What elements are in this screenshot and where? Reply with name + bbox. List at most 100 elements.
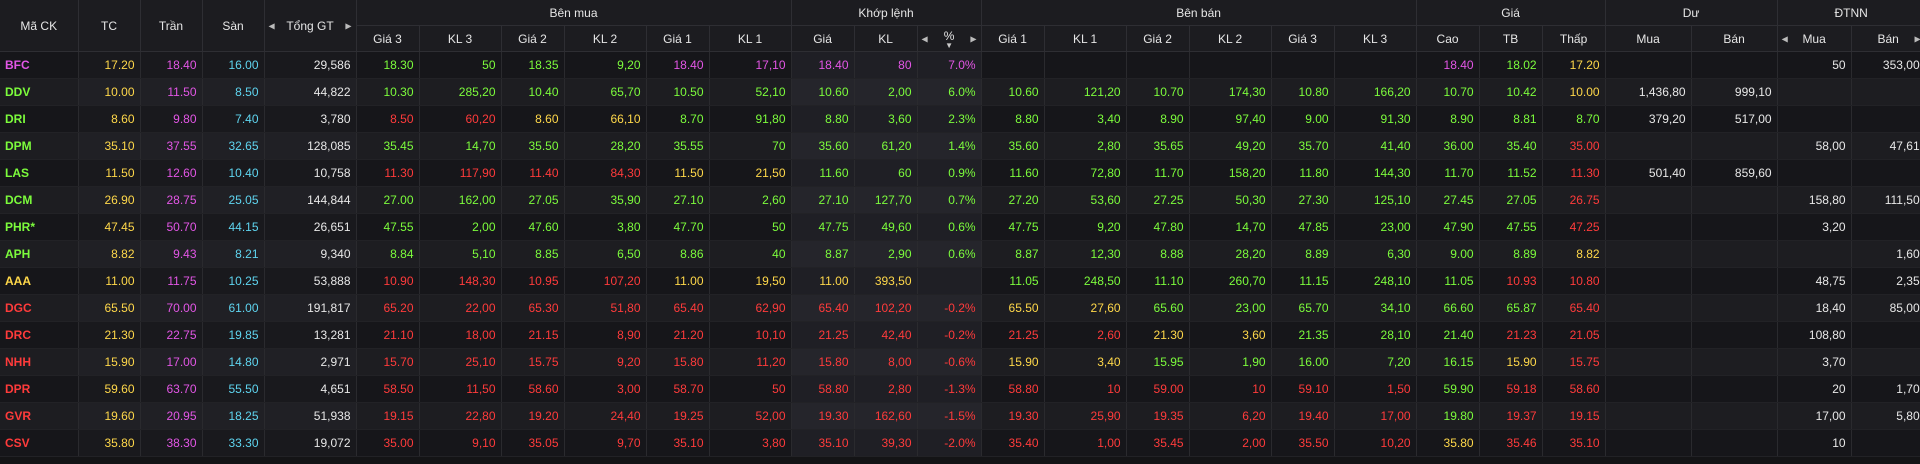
sell-cell: 1,00 xyxy=(1044,429,1127,457)
col-remain-buy[interactable]: Mua xyxy=(1605,25,1692,52)
col-avg[interactable]: TB xyxy=(1479,25,1543,52)
arrow-left-icon[interactable]: ◀ xyxy=(921,34,928,43)
col-buy-vol2[interactable]: KL 2 xyxy=(564,25,647,52)
buy-cell: 58.60 xyxy=(501,375,565,403)
sell-cell: 50,30 xyxy=(1189,186,1272,214)
col-buy-price3[interactable]: Giá 3 xyxy=(356,25,420,52)
remain-cell xyxy=(1605,348,1692,376)
col-remain-sell[interactable]: Bán xyxy=(1691,25,1778,52)
symbol-cell: NHH xyxy=(0,348,79,376)
ceiling-price-cell: 63.70 xyxy=(140,375,203,403)
price-stat-cell: 21.40 xyxy=(1416,321,1480,349)
col-foreign-sell[interactable]: Bán ▶ xyxy=(1851,25,1920,52)
remain-cell xyxy=(1605,213,1692,241)
sell-cell: 9.00 xyxy=(1271,105,1335,133)
table-row[interactable]: PHR* 47.45 50.70 44.15 26,651 47.55 2,00 47.60 3… xyxy=(0,213,1920,241)
table-row[interactable]: DPM 35.10 37.55 32.65 128,085 35.45 14,70 35.50… xyxy=(0,132,1920,160)
col-sell-vol1[interactable]: KL 1 xyxy=(1044,25,1127,52)
ceiling-price-cell: 11.75 xyxy=(140,267,203,295)
col-ref[interactable]: TC xyxy=(78,0,141,52)
col-total-value[interactable]: ◀ Tổng GT ▶ xyxy=(264,0,357,52)
buy-cell: 10,10 xyxy=(709,321,792,349)
foreign-cell: 2,35 xyxy=(1851,267,1920,295)
arrow-left-icon[interactable]: ◀ xyxy=(268,21,275,30)
foreign-cell xyxy=(1851,429,1920,457)
remain-cell xyxy=(1605,294,1692,322)
ref-price-cell: 11.50 xyxy=(78,159,141,187)
symbol-cell: DDV xyxy=(0,78,79,106)
floor-price-cell: 10.25 xyxy=(202,267,265,295)
table-row[interactable]: GVR 19.60 20.95 18.25 51,938 19.15 22,80 19.20 2… xyxy=(0,402,1920,430)
buy-cell: 18.40 xyxy=(646,51,710,79)
arrow-left-icon[interactable]: ◀ xyxy=(1781,34,1788,43)
price-stat-cell: 11.05 xyxy=(1416,267,1480,295)
symbol-cell: PHR* xyxy=(0,213,79,241)
table-row[interactable]: DGC 65.50 70.00 61.00 191,817 65.20 22,00 65.30… xyxy=(0,294,1920,322)
sell-cell: 23,00 xyxy=(1189,294,1272,322)
foreign-cell xyxy=(1851,159,1920,187)
buy-cell: 11.00 xyxy=(646,267,710,295)
table-row[interactable]: BFC 17.20 18.40 16.00 29,586 18.30 50 18.35 9,20… xyxy=(0,51,1920,79)
price-stat-cell: 36.00 xyxy=(1416,132,1480,160)
col-buy-vol3[interactable]: KL 3 xyxy=(419,25,502,52)
total-value-cell: 128,085 xyxy=(264,132,357,160)
price-stat-cell: 35.46 xyxy=(1479,429,1543,457)
remain-cell xyxy=(1605,132,1692,160)
col-floor[interactable]: Sàn xyxy=(202,0,265,52)
col-sell-price2[interactable]: Giá 2 xyxy=(1126,25,1190,52)
col-symbol[interactable]: Mã CK xyxy=(0,0,79,52)
total-value-cell: 44,822 xyxy=(264,78,357,106)
sell-cell: 19.35 xyxy=(1126,402,1190,430)
symbol-cell: GVR xyxy=(0,402,79,430)
price-stat-cell: 21.23 xyxy=(1479,321,1543,349)
buy-cell: 8.86 xyxy=(646,240,710,268)
remain-cell xyxy=(1691,294,1778,322)
table-row[interactable]: DRC 21.30 22.75 19.85 13,281 21.10 18,00 21.15 8… xyxy=(0,321,1920,349)
match-cell: 42,40 xyxy=(854,321,918,349)
sell-cell: 59.00 xyxy=(1126,375,1190,403)
buy-cell: 35.00 xyxy=(356,429,420,457)
match-cell xyxy=(917,267,982,295)
col-sell-vol3[interactable]: KL 3 xyxy=(1334,25,1417,52)
col-buy-vol1[interactable]: KL 1 xyxy=(709,25,792,52)
match-cell: 2,80 xyxy=(854,375,918,403)
buy-cell: 65.40 xyxy=(646,294,710,322)
match-cell: 2,00 xyxy=(854,78,918,106)
price-stat-cell: 35.10 xyxy=(1542,429,1606,457)
col-match-vol[interactable]: KL xyxy=(854,25,918,52)
match-cell: 6.0% xyxy=(917,78,982,106)
price-stat-cell: 10.42 xyxy=(1479,78,1543,106)
foreign-cell xyxy=(1777,78,1852,106)
buy-cell: 27.00 xyxy=(356,186,420,214)
arrow-right-icon[interactable]: ▶ xyxy=(345,21,352,30)
buy-cell: 35.55 xyxy=(646,132,710,160)
sell-cell: 7,20 xyxy=(1334,348,1417,376)
sell-cell xyxy=(1189,51,1272,79)
table-row[interactable]: APH 8.82 9.43 8.21 9,340 8.84 5,10 8.85 6,50 8.86… xyxy=(0,240,1920,268)
col-ceiling[interactable]: Trần xyxy=(140,0,203,52)
col-match-pct[interactable]: ◀ % ▼ ▶ xyxy=(917,25,982,52)
table-row[interactable]: CSV 35.80 38.30 33.30 19,072 35.00 9,10 35.05 9,… xyxy=(0,429,1920,457)
col-buy-price2[interactable]: Giá 2 xyxy=(501,25,565,52)
table-row[interactable]: DPR 59.60 63.70 55.50 4,651 58.50 11,50 58.60 3,… xyxy=(0,375,1920,403)
arrow-right-icon[interactable]: ▶ xyxy=(1914,34,1920,43)
table-row[interactable]: NHH 15.90 17.00 14.80 2,971 15.70 25,10 15.75 9,… xyxy=(0,348,1920,376)
col-low[interactable]: Thấp xyxy=(1542,25,1606,52)
table-row[interactable]: DCM 26.90 28.75 25.05 144,844 27.00 162,00 27.0… xyxy=(0,186,1920,214)
price-stat-cell: 59.90 xyxy=(1416,375,1480,403)
col-sell-price3[interactable]: Giá 3 xyxy=(1271,25,1335,52)
table-row[interactable]: LAS 11.50 12.60 10.40 10,758 11.30 117,90 11.40… xyxy=(0,159,1920,187)
col-sell-price1[interactable]: Giá 1 xyxy=(981,25,1045,52)
table-row[interactable]: DDV 10.00 11.50 8.50 44,822 10.30 285,20 10.40 6… xyxy=(0,78,1920,106)
arrow-right-icon[interactable]: ▶ xyxy=(970,34,977,43)
col-sell-vol2[interactable]: KL 2 xyxy=(1189,25,1272,52)
col-buy-price1[interactable]: Giá 1 xyxy=(646,25,710,52)
table-row[interactable]: DRI 8.60 9.80 7.40 3,780 8.50 60,20 8.60 66,10 8.… xyxy=(0,105,1920,133)
col-foreign-buy[interactable]: ◀ Mua xyxy=(1777,25,1852,52)
foreign-cell xyxy=(1777,105,1852,133)
col-high[interactable]: Cao xyxy=(1416,25,1480,52)
table-row[interactable]: AAA 11.00 11.75 10.25 53,888 10.90 148,30 10.95… xyxy=(0,267,1920,295)
sell-cell xyxy=(1044,51,1127,79)
floor-price-cell: 19.85 xyxy=(202,321,265,349)
col-match-price[interactable]: Giá xyxy=(791,25,855,52)
